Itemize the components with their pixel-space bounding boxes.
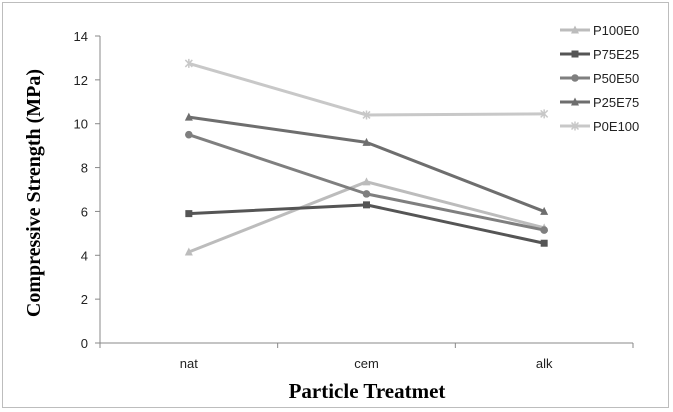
data-point <box>362 190 371 198</box>
series-P50E50 <box>185 130 548 234</box>
legend-label: P75E25 <box>593 47 639 62</box>
y-tick-label: 2 <box>81 292 88 307</box>
y-tick-label: 4 <box>81 248 88 263</box>
y-tick-label: 8 <box>81 161 88 176</box>
legend-item: P0E100 <box>560 119 639 134</box>
data-point <box>184 112 193 121</box>
data-point <box>362 177 371 186</box>
series-P75E25 <box>185 201 548 247</box>
series-P0E100 <box>184 58 549 120</box>
data-point <box>540 109 549 119</box>
data-point <box>540 226 548 234</box>
x-tick-label: alk <box>536 356 553 371</box>
legend-marker <box>570 121 580 131</box>
series-lines <box>184 58 549 256</box>
legend-item: P100E0 <box>560 23 639 38</box>
legend-label: P25E75 <box>593 95 639 110</box>
legend-item: P75E25 <box>560 47 639 62</box>
legend-item: P50E50 <box>560 71 639 86</box>
data-point <box>540 206 549 215</box>
y-tick-label: 14 <box>74 29 88 44</box>
y-tick-label: 10 <box>74 117 88 132</box>
x-tick-label: nat <box>180 356 198 371</box>
legend-marker <box>571 25 579 34</box>
series-P25E75 <box>184 112 549 215</box>
data-point <box>540 239 548 247</box>
legend-marker <box>571 50 579 58</box>
series-line <box>188 61 545 117</box>
series-line <box>188 203 545 245</box>
series-P100E0 <box>184 177 549 256</box>
y-ticks: 0 2 4 6 8 10 12 14 <box>74 29 100 351</box>
data-point <box>362 110 371 120</box>
y-tick-label: 0 <box>81 336 88 351</box>
data-point <box>363 201 370 209</box>
legend-item: P25E75 <box>560 95 639 110</box>
data-point <box>184 58 193 68</box>
data-point <box>184 247 193 256</box>
legend-label: P0E100 <box>593 119 639 134</box>
y-tick-label: 12 <box>74 73 88 88</box>
data-point <box>185 210 193 218</box>
legend-marker <box>571 97 579 106</box>
y-axis-title: Compressive Strength (MPa) <box>23 69 45 317</box>
data-point <box>185 130 193 139</box>
x-tick-label: cem <box>354 356 379 371</box>
data-point <box>362 137 371 146</box>
legend: P100E0 P75E25 P50E50 P25E75 P0E100 <box>560 23 639 134</box>
legend-label: P100E0 <box>593 23 639 38</box>
x-axis-title: Particle Treatmet <box>289 379 446 403</box>
y-tick-label: 6 <box>81 204 88 219</box>
axes <box>99 36 633 344</box>
x-ticks: nat cem alk <box>99 343 634 371</box>
legend-label: P50E50 <box>593 71 639 86</box>
legend-marker <box>571 74 579 82</box>
